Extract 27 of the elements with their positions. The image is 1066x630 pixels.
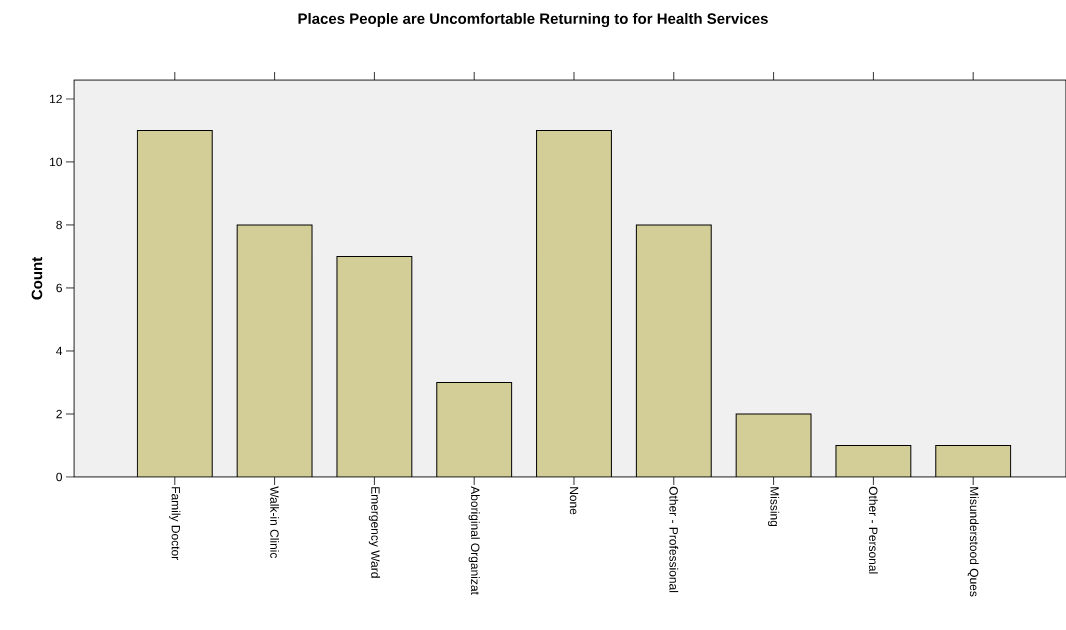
x-tick-label: Other - Professional — [669, 486, 679, 593]
bar — [137, 130, 213, 477]
bar — [736, 413, 812, 477]
x-tick-label: Emergency Ward — [368, 487, 380, 578]
y-tick-label: 6 — [56, 283, 62, 293]
x-tick-label: None — [569, 487, 579, 515]
y-tick-label: 2 — [56, 409, 62, 419]
bar — [835, 445, 911, 477]
x-tick-label: Missing — [768, 487, 780, 527]
bar — [436, 382, 512, 477]
x-tick-label: Misunderstood Ques — [967, 487, 979, 597]
x-tick-label: Other - Personal — [868, 486, 878, 574]
bar — [935, 444, 1012, 477]
y-tick-label: 10 — [50, 157, 62, 167]
bar — [636, 224, 712, 477]
x-tick-label: Walk-in Clinic — [270, 486, 279, 559]
bar — [536, 130, 612, 477]
x-tick-label: Aboriginal Organizat — [468, 486, 480, 595]
x-tick-label: Family Doctor — [169, 487, 181, 560]
y-tick-label: 8 — [56, 220, 62, 230]
y-tick-label: 0 — [56, 472, 63, 482]
bar — [237, 224, 313, 477]
y-tick-label: 4 — [56, 346, 63, 356]
y-tick-label: 12 — [50, 94, 62, 104]
bar — [336, 256, 412, 477]
chart-title: Places People are Uncomfortable Returning to for Health Services — [298, 12, 768, 28]
y-axis-title: Count — [31, 257, 43, 300]
